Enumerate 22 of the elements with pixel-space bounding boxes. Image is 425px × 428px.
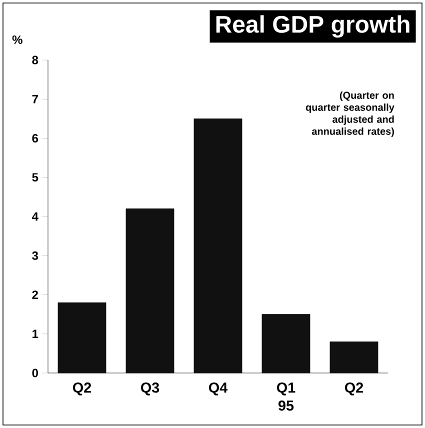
y-tick-label: 3 [32, 251, 38, 260]
y-tick-label: 0 [32, 368, 38, 378]
y-tick-label: 1 [32, 330, 38, 338]
bar [58, 302, 106, 374]
x-tick-label: Q2 [344, 382, 364, 396]
bar [194, 118, 242, 374]
chart-title: Real GDP growth [216, 15, 410, 38]
x-tick-label: Q1 95 [276, 382, 296, 411]
y-tick-label: 2 [32, 290, 38, 299]
y-tick-label: 5 [32, 173, 38, 182]
bar [262, 314, 310, 374]
annotation: (Quarter on quarter seasonally adjusted and annualised rates) [306, 92, 394, 137]
y-tick-label: 8 [32, 56, 38, 64]
x-tick-label: Q3 [140, 382, 160, 396]
y-tick-label: 4 [32, 212, 38, 221]
bar [126, 208, 174, 374]
y-tick-label: 6 [32, 134, 38, 142]
y-axis-title: % [12, 36, 22, 44]
x-tick-label: Q4 [208, 382, 228, 396]
y-tick-label: 7 [32, 95, 38, 104]
x-tick-label: Q2 [72, 382, 92, 396]
bar [330, 341, 378, 374]
